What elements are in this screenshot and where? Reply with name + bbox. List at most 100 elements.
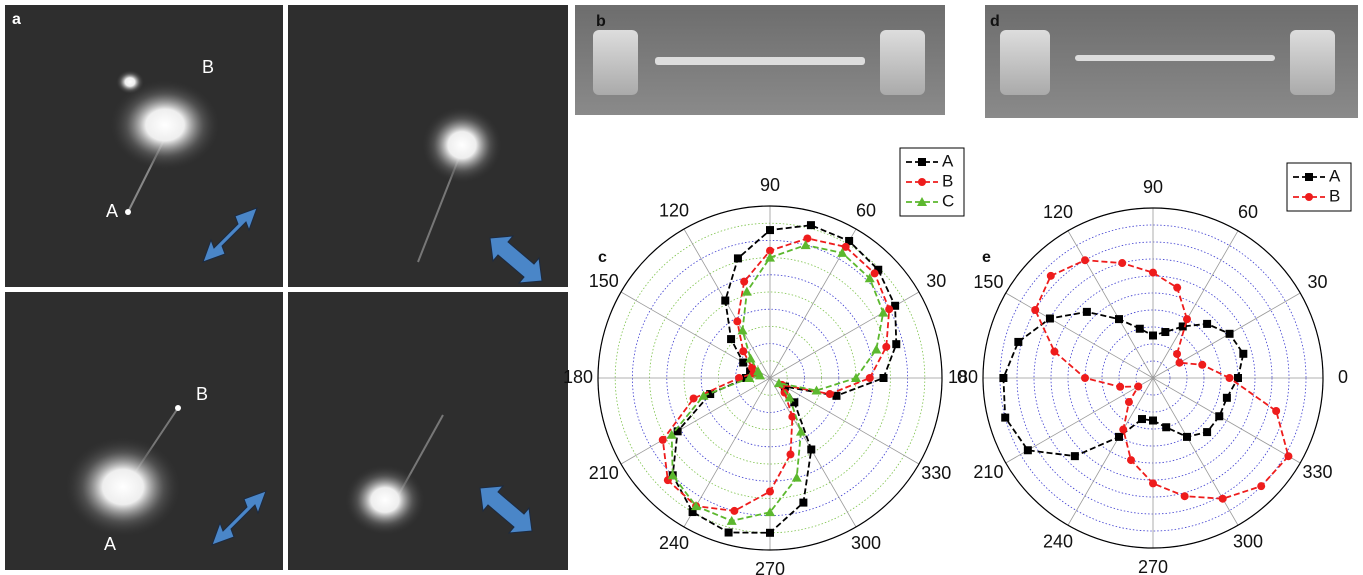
grid-spoke: [683, 377, 771, 528]
marker: [795, 426, 806, 436]
marker: [706, 390, 715, 399]
grid-spoke: [1152, 230, 1239, 379]
plot-border: [597, 205, 943, 551]
marker: [689, 394, 698, 403]
marker: [1173, 283, 1182, 292]
marker: [892, 340, 901, 349]
panel-label: a: [12, 11, 21, 28]
marker: [841, 242, 850, 251]
marker: [1149, 331, 1157, 340]
marker: [891, 301, 900, 310]
angle-tick-label: 0: [1338, 367, 1348, 387]
marker: [744, 373, 755, 382]
legend-box: [1286, 162, 1352, 212]
marker: [786, 450, 795, 459]
marker: [658, 435, 667, 444]
marker: [733, 254, 742, 263]
marker: [870, 269, 879, 278]
angle-tick-label: 150: [589, 271, 619, 291]
marker: [1082, 307, 1091, 316]
marker: [766, 528, 774, 537]
angle-tick-label: 60: [1238, 202, 1258, 222]
marker: [788, 412, 797, 421]
marker: [1046, 271, 1055, 280]
grid-spoke: [1067, 230, 1154, 379]
marker: [1149, 479, 1157, 488]
marker: [1134, 382, 1143, 391]
marker: [784, 392, 795, 402]
grid-spoke: [1005, 292, 1154, 379]
marker: [1135, 324, 1144, 333]
marker: [1119, 425, 1128, 434]
legend-marker: [1305, 173, 1313, 181]
legend-marker: [917, 197, 927, 206]
marker: [1001, 413, 1010, 422]
marker: [864, 273, 875, 283]
marker: [740, 277, 749, 286]
marker: [1127, 456, 1136, 465]
legend-marker: [918, 158, 926, 166]
marker: [691, 501, 702, 511]
marker: [803, 234, 812, 243]
sem-images: b d: [575, 5, 1358, 118]
marker: [724, 528, 733, 537]
marker: [1149, 268, 1157, 277]
marker: [755, 370, 766, 380]
annotation: B: [196, 384, 208, 404]
marker: [879, 374, 888, 382]
annotation: A: [104, 534, 116, 554]
marker: [1178, 322, 1187, 331]
marker: [1183, 315, 1191, 324]
annotation: A: [106, 201, 118, 221]
panel-label: e: [982, 249, 991, 266]
angle-tick-label: 180: [563, 367, 593, 387]
marker: [1023, 446, 1032, 455]
legend-label: B: [942, 171, 953, 190]
marker: [698, 390, 709, 400]
grid-spoke: [1067, 377, 1154, 526]
marker: [1115, 432, 1123, 441]
marker: [811, 385, 822, 395]
marker: [1239, 349, 1248, 358]
marker: [1031, 306, 1040, 314]
angle-tick-label: 300: [1233, 531, 1263, 551]
marker: [1218, 494, 1227, 503]
legend-marker: [918, 178, 926, 186]
marker: [1272, 406, 1281, 415]
marker: [832, 391, 841, 400]
marker: [1257, 482, 1266, 491]
marker: [1161, 328, 1170, 337]
marker: [845, 236, 854, 245]
marker: [1118, 259, 1127, 268]
legend-label: A: [1329, 166, 1341, 185]
marker: [837, 247, 848, 257]
marker: [790, 398, 799, 407]
marker: [688, 508, 697, 517]
marker: [1198, 360, 1207, 369]
grid-spoke: [769, 377, 920, 465]
marker: [871, 344, 882, 354]
marker: [878, 307, 889, 317]
angle-tick-label: 90: [760, 175, 780, 195]
angle-tick-label: 0: [957, 367, 967, 387]
marker: [1045, 314, 1054, 323]
marker: [726, 515, 737, 525]
panel-label: b: [596, 13, 606, 30]
angle-tick-label: 270: [755, 559, 785, 575]
angle-tick-label: 120: [659, 200, 689, 220]
angle-tick-label: 330: [1303, 462, 1333, 482]
marker: [739, 347, 748, 356]
marker: [1149, 416, 1157, 425]
angle-tick-label: 240: [659, 533, 689, 553]
marker: [1070, 452, 1079, 461]
marker: [874, 265, 883, 274]
marker: [766, 246, 774, 255]
angle-tick-label: 60: [856, 200, 876, 220]
marker: [806, 221, 815, 230]
marker: [1175, 358, 1184, 367]
legend-label: C: [942, 191, 954, 210]
marker: [1173, 349, 1182, 358]
angle-tick-label: 180: [948, 367, 978, 387]
legend-marker: [1305, 193, 1313, 201]
